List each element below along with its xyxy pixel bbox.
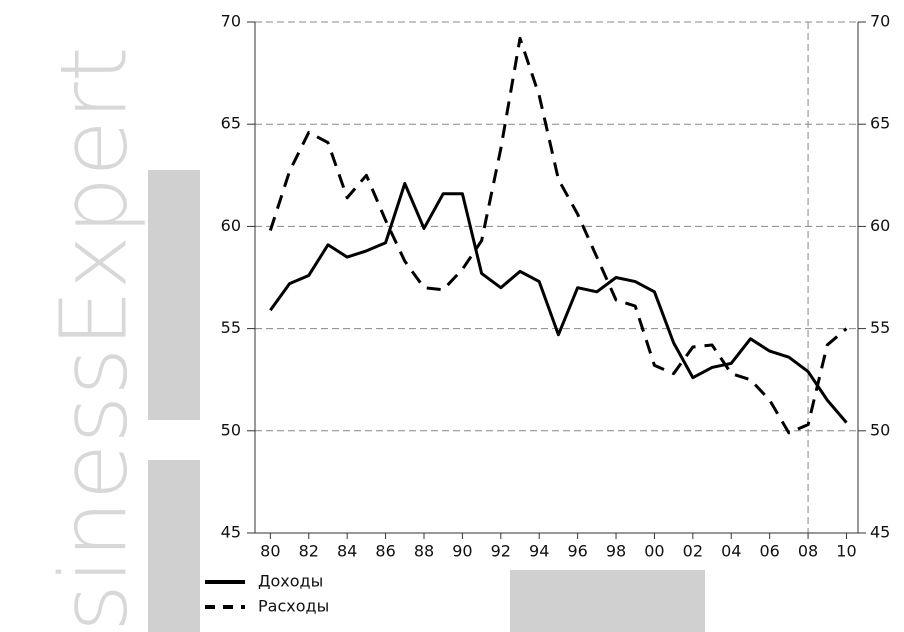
y-tick-label: 65: [221, 114, 241, 133]
y-tick-label: 70: [221, 12, 241, 31]
series-line: [268, 36, 848, 435]
x-tick-label: 82: [299, 542, 319, 561]
y-tick-label: 50: [221, 420, 241, 439]
watermark-shape: [510, 570, 705, 632]
y2-tick-label: 70: [870, 12, 890, 31]
watermark: sinessExpert: [41, 46, 148, 632]
x-tick-label: 80: [260, 542, 280, 561]
y2-tick-label: 65: [870, 114, 890, 133]
x-tick-label: 02: [683, 542, 703, 561]
x-tick-label: 86: [375, 542, 395, 561]
watermark-shape: [148, 170, 200, 420]
x-tick-label: 96: [567, 542, 587, 561]
y2-tick-label: 60: [870, 216, 890, 235]
y2-tick-label: 45: [870, 523, 890, 542]
x-tick-label: 08: [798, 542, 818, 561]
y-tick-label: 45: [221, 523, 241, 542]
y-tick-label: 60: [221, 216, 241, 235]
x-tick-label: 98: [606, 542, 626, 561]
x-tick-label: 10: [836, 542, 856, 561]
x-tick-label: 00: [644, 542, 664, 561]
series-line: [269, 181, 848, 424]
y2-tick-label: 50: [870, 420, 890, 439]
legend-label: Доходы: [258, 572, 323, 591]
x-tick-label: 92: [491, 542, 511, 561]
x-tick-label: 04: [721, 542, 741, 561]
x-tick-label: 06: [759, 542, 779, 561]
watermark-shape: [148, 460, 200, 632]
y2-tick-label: 55: [870, 318, 890, 337]
x-tick-label: 84: [337, 542, 357, 561]
x-tick-label: 94: [529, 542, 549, 561]
x-tick-label: 90: [452, 542, 472, 561]
x-tick-label: 88: [414, 542, 434, 561]
y-tick-label: 55: [221, 318, 241, 337]
legend-label: Расходы: [258, 597, 329, 616]
